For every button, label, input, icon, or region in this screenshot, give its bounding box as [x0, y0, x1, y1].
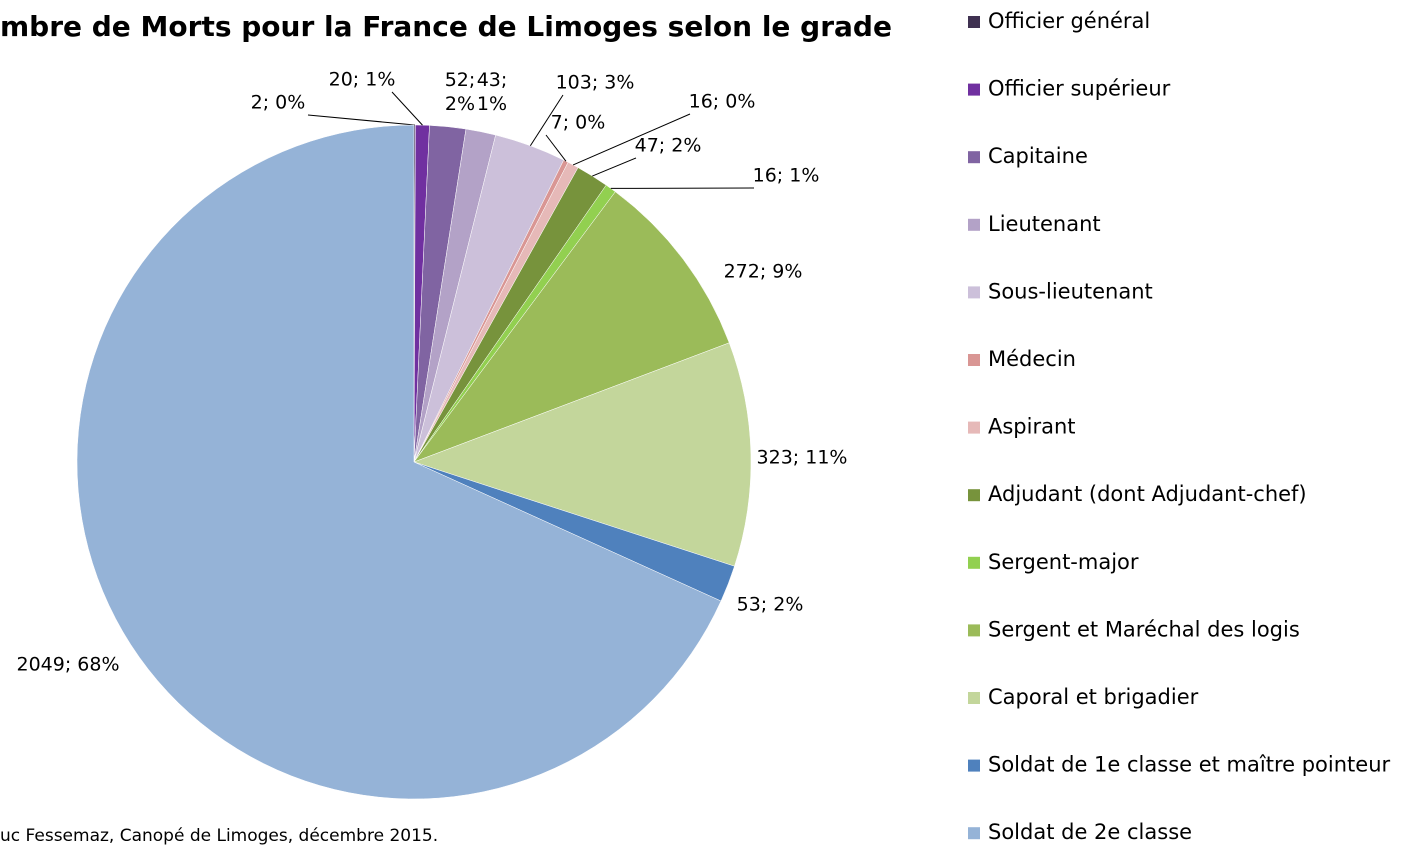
data-label-part: 52; — [445, 69, 476, 91]
legend-swatch — [968, 151, 980, 164]
data-label: 20; 1% — [329, 69, 396, 91]
legend-swatch — [968, 759, 980, 772]
legend-label: Officier général — [988, 9, 1150, 33]
legend-label: Sous-lieutenant — [988, 279, 1153, 303]
data-label-part: 43; — [477, 69, 508, 91]
leader-line — [592, 157, 637, 177]
legend-swatch — [968, 489, 980, 502]
pie-slice — [76, 124, 722, 800]
leader-line — [307, 114, 415, 126]
data-label: 103; 3% — [556, 72, 635, 94]
legend-label: Soldat de 2e classe — [988, 820, 1192, 844]
legend-swatch — [968, 16, 980, 28]
legend-label: Lieutenant — [988, 212, 1101, 236]
leader-line — [529, 94, 564, 146]
source: uc Fessemaz, Canopé de Limoges, décembre… — [0, 826, 438, 846]
pie-slice — [413, 191, 730, 463]
chart-title: mbre de Morts pour la France de Limoges … — [0, 10, 892, 43]
legend-label: Médecin — [988, 347, 1076, 371]
legend-swatch — [968, 827, 980, 840]
legend-label: Adjudant (dont Adjudant-chef) — [988, 482, 1307, 506]
legend-swatch — [968, 692, 980, 704]
data-label: 323; 11% — [757, 447, 848, 469]
legend-label: Sergent-major — [988, 550, 1139, 574]
data-label: 47; 2% — [635, 135, 702, 157]
legend-label: Soldat de 1e classe et maître pointeur — [988, 753, 1391, 777]
leader-line — [545, 134, 567, 162]
data-label: 43; 1% — [477, 69, 508, 115]
data-label: 16; 0% — [689, 91, 756, 113]
legend-swatch — [968, 218, 980, 231]
legend-swatch — [968, 286, 980, 299]
legend-label: Caporal et brigadier — [988, 685, 1199, 709]
legend-label: Sergent et Maréchal des logis — [988, 617, 1300, 641]
legend-label: Capitaine — [988, 144, 1088, 168]
legend-swatch — [968, 556, 980, 569]
data-label: 7; 0% — [551, 112, 606, 134]
legend-swatch — [968, 83, 980, 96]
data-label-part: 2% — [445, 93, 475, 115]
data-label: 2; 0% — [251, 92, 306, 114]
data-label: 16; 1% — [753, 165, 820, 187]
pie-slice — [413, 342, 752, 567]
legend-label: Aspirant — [988, 415, 1076, 439]
legend-swatch — [968, 354, 980, 366]
leader-line — [572, 113, 691, 166]
legend-swatch — [968, 624, 980, 637]
data-label-part: 1% — [477, 93, 507, 115]
data-label: 53; 2% — [737, 594, 804, 616]
data-label: 2049; 68% — [16, 654, 119, 676]
legend-label: Officier supérieur — [988, 77, 1171, 101]
legend-swatch — [968, 421, 980, 434]
data-label: 52; 2% — [445, 69, 476, 115]
leader-line — [391, 91, 423, 126]
data-label: 272; 9% — [724, 261, 803, 283]
